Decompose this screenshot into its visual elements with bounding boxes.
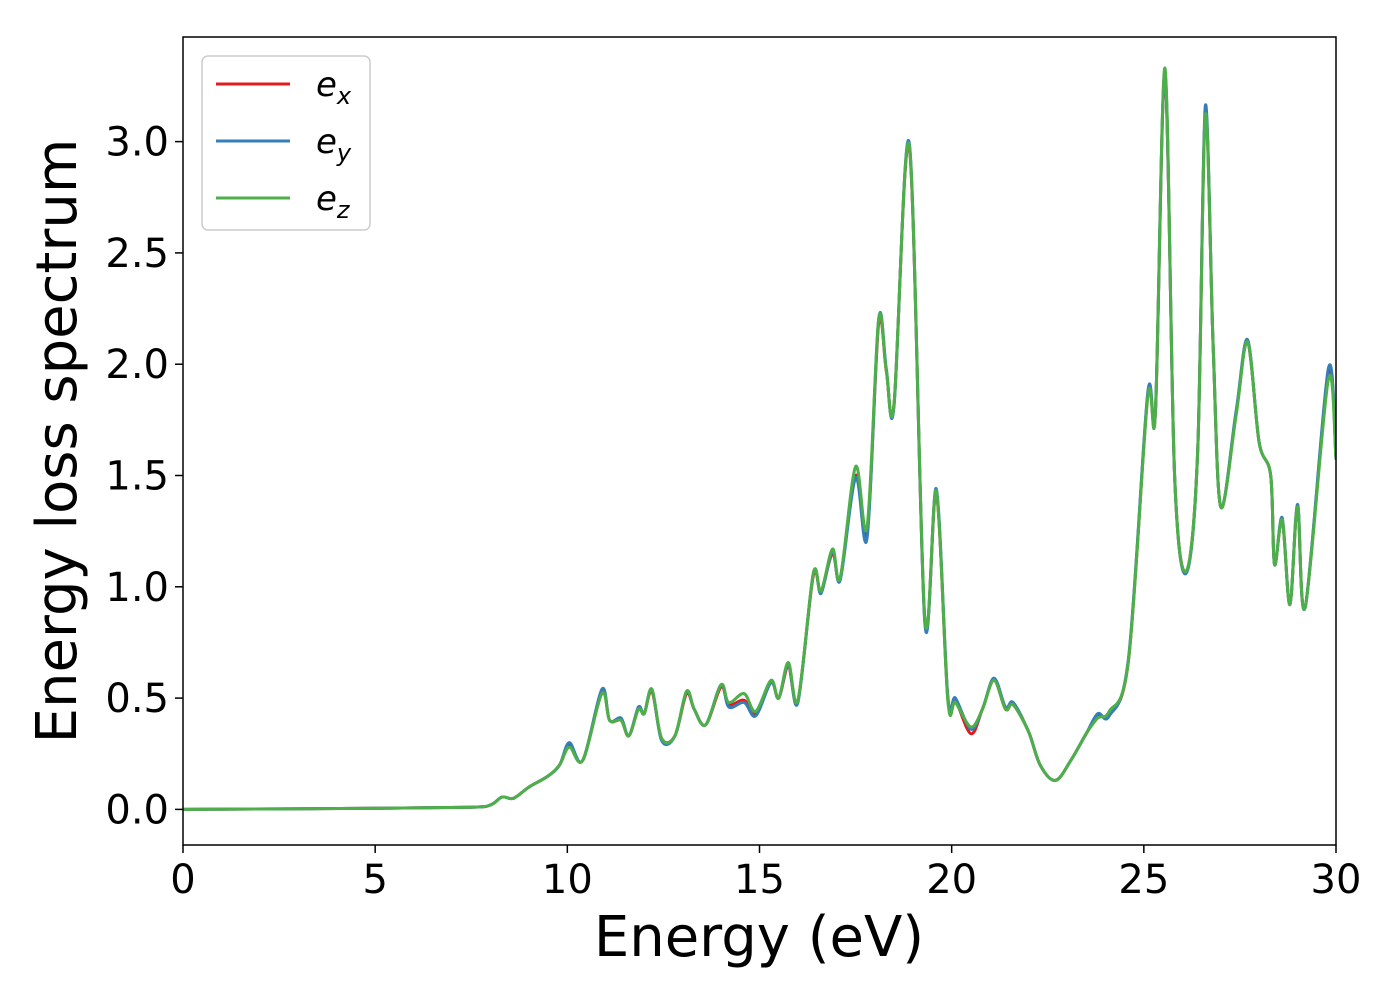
x-tick-label: 0: [170, 857, 195, 903]
x-tick-label: 5: [362, 857, 387, 903]
legend-label-e-z: ez: [316, 179, 351, 224]
series-layer: [183, 66, 1336, 811]
y-tick-label: 2.0: [105, 342, 169, 388]
series-line-e-z: [183, 66, 1336, 811]
y-axis: 0.0 0.5 1.0 1.5 2.0 2.5 3.0: [105, 120, 183, 833]
y-tick-label: 2.5: [105, 231, 169, 277]
legend-box: [201, 55, 371, 231]
y-tick-label: 0.0: [105, 787, 169, 833]
x-axis-label: Energy (eV): [594, 905, 924, 970]
x-tick-label: 30: [1311, 857, 1362, 903]
x-axis: 0 5 10 15 20 25 30: [170, 845, 1361, 903]
legend-label-e-x: ex: [316, 65, 352, 110]
x-tick-label: 20: [926, 857, 977, 903]
y-tick-label: 0.5: [105, 676, 169, 722]
y-tick-label: 3.0: [105, 120, 169, 166]
y-tick-label: 1.5: [105, 454, 169, 500]
legend-label-e-y: ey: [316, 122, 352, 167]
y-axis-label: Energy loss spectrum: [25, 139, 90, 744]
y-tick-label: 1.0: [105, 565, 169, 611]
x-tick-label: 25: [1118, 857, 1169, 903]
x-tick-label: 15: [734, 857, 785, 903]
legend: ex ey ez: [201, 55, 371, 231]
x-tick-label: 10: [542, 857, 593, 903]
